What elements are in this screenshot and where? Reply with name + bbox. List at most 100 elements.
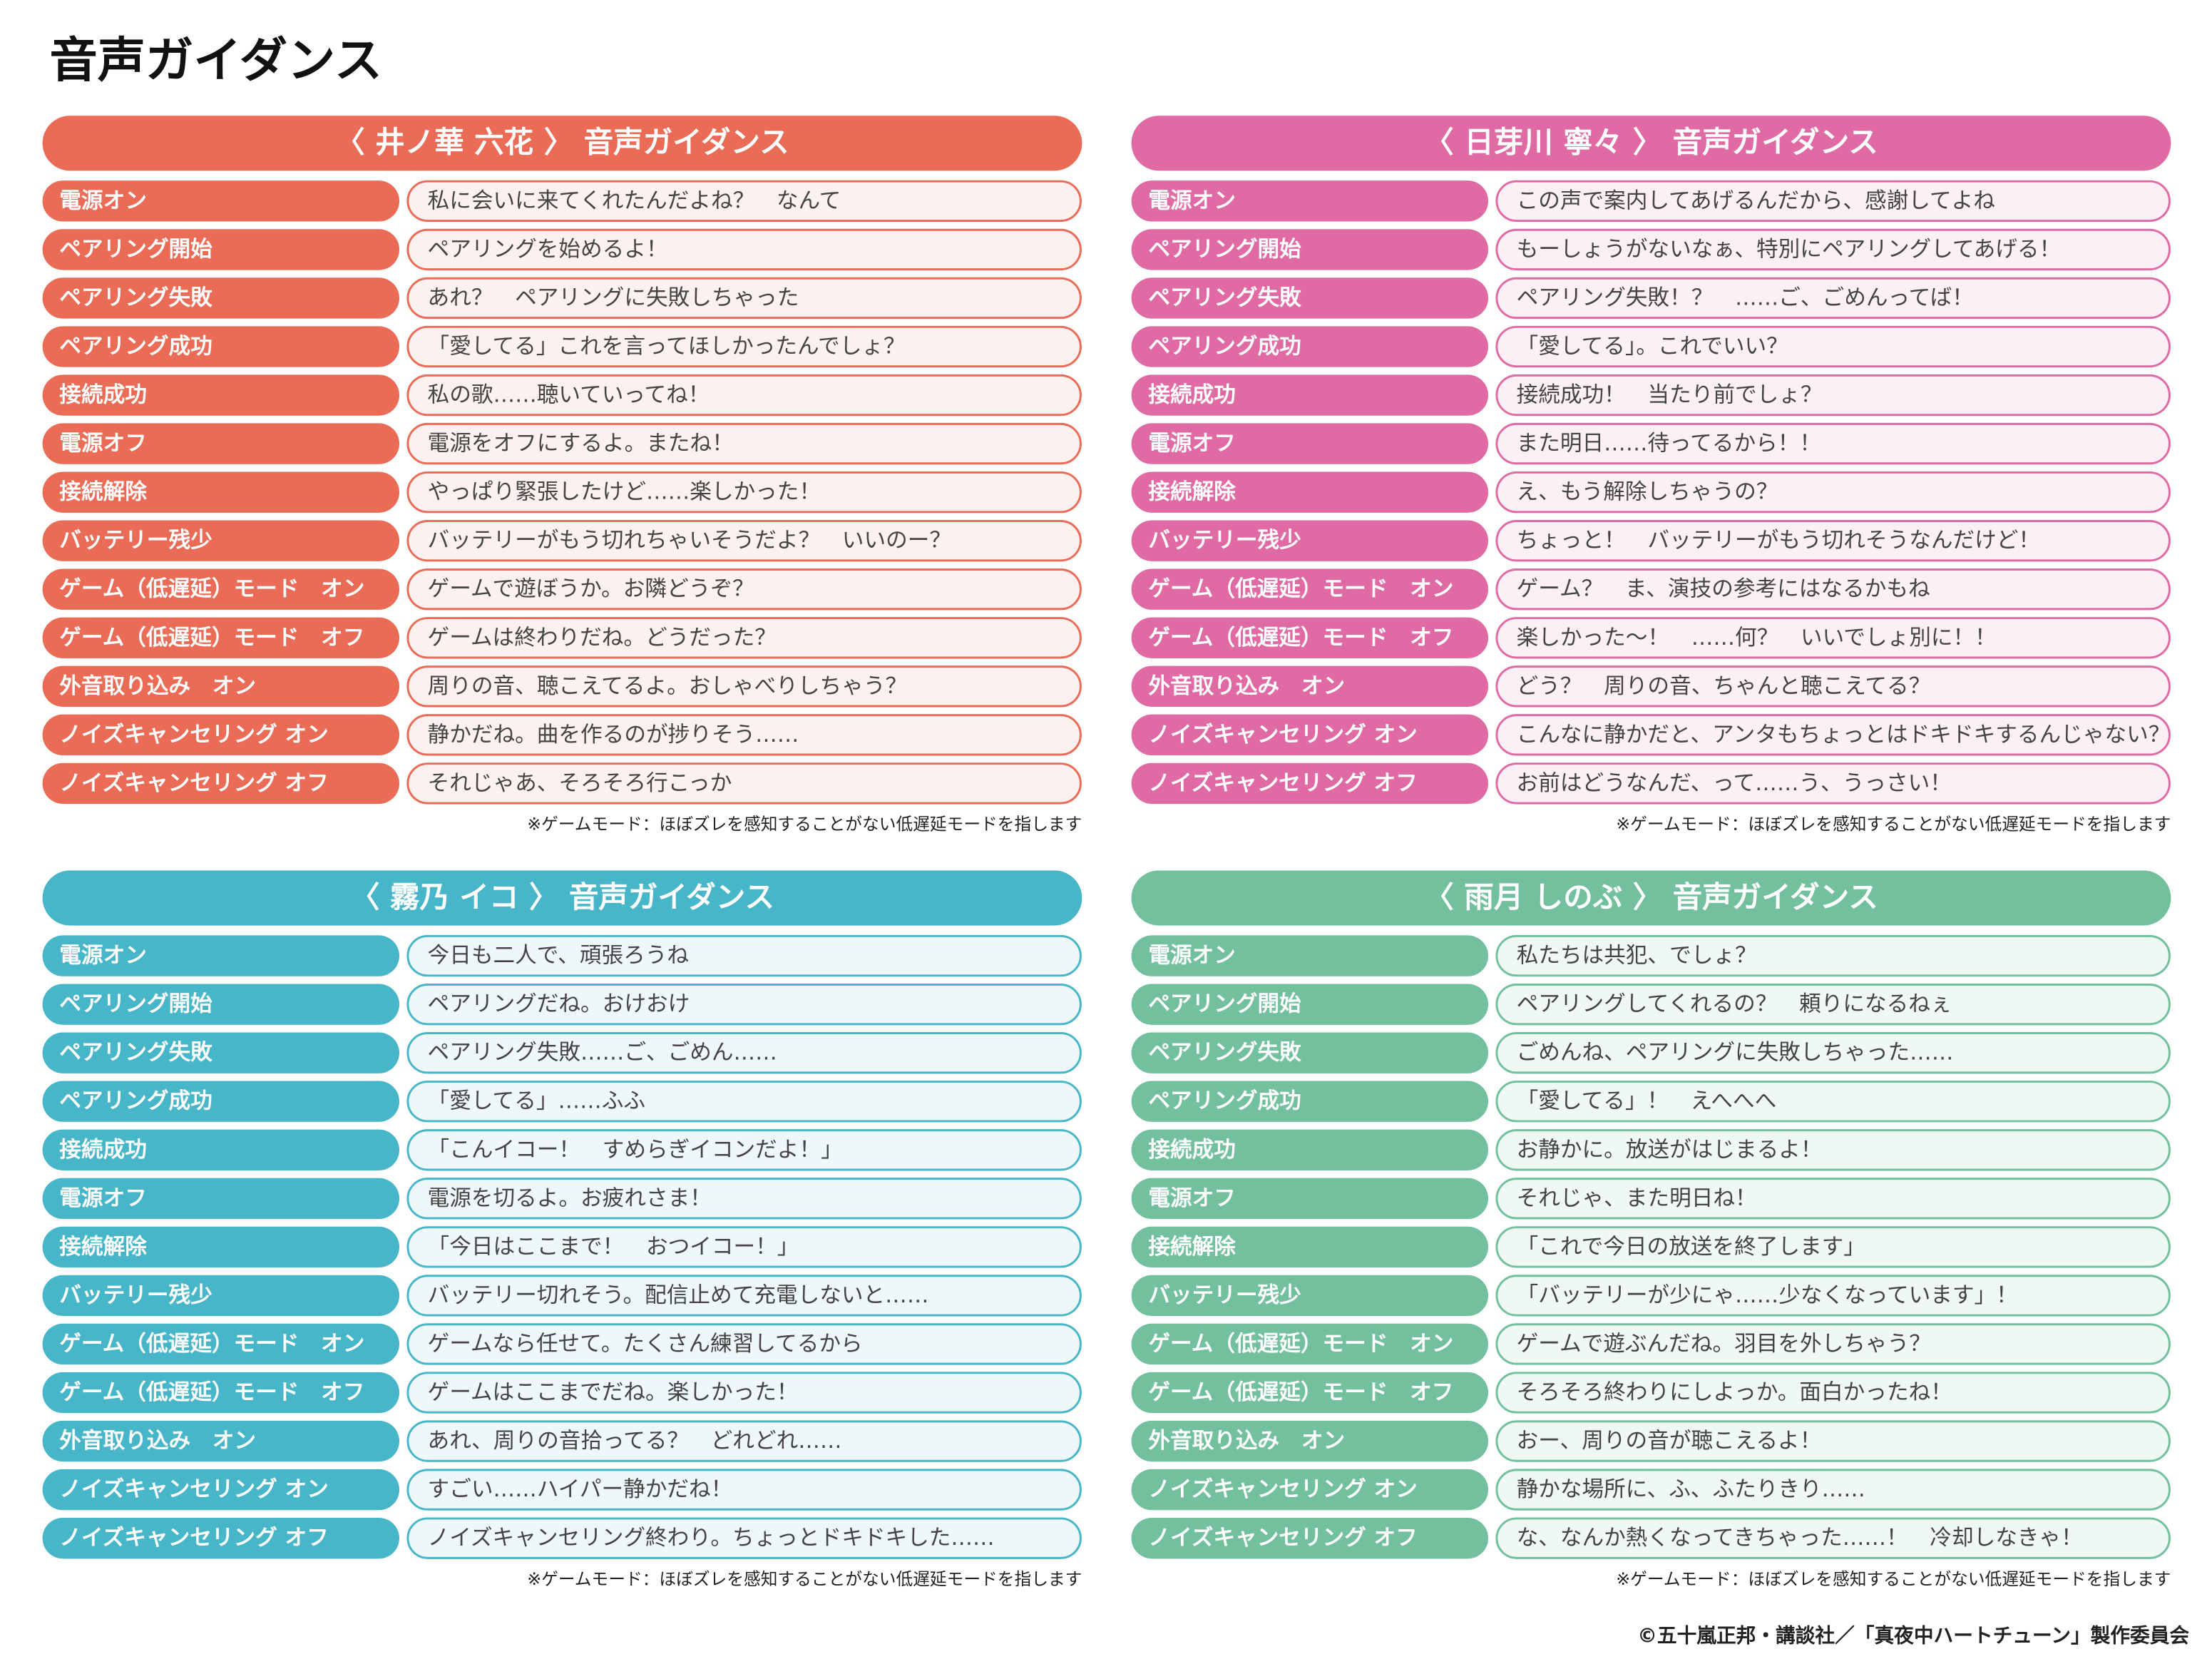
row-label: 接続成功 [59,383,147,408]
row-text: 静かだね。曲を作るのが捗りそう…… [428,723,799,747]
label-box [1131,1178,1489,1220]
text-box [406,422,1082,465]
row-label: ペアリング成功 [59,334,212,359]
row-label: ノイズキャンセリング オン [59,1476,328,1502]
label-box [42,1275,400,1317]
text-box [406,471,1082,514]
label-box [1131,520,1489,561]
row-text: 私に会いに来てくれたんだよね？ なんて [428,188,841,213]
row-text: 「愛してる」。これでいい？ [1517,334,1788,359]
label-box [1131,1420,1489,1462]
text-box [1495,1129,2171,1171]
row-text: あれ？ ペアリングに失敗しちゃった [428,285,799,310]
row-text: ゲームは終わりだね。どうだった？ [428,626,777,650]
row-text: 私たちは共犯、でしょ？ [1517,944,1757,969]
text-box [1495,471,2171,514]
label-box [42,471,400,513]
text-box [406,1129,1082,1171]
row-label: ペアリング成功 [59,1089,212,1114]
row-label: ノイズキャンセリング オフ [1148,770,1417,796]
label-box [1131,984,1489,1025]
row-text: 電源を切るよ。お疲れさま！ [428,1186,712,1211]
row-label: バッテリー残少 [59,1283,212,1308]
row-text: お静かに。放送がはじまるよ！ [1517,1138,1823,1163]
row-text: お前はどうなんだ、って……う、うっさい！ [1517,771,1952,796]
text-box [406,665,1082,708]
label-box [42,1323,400,1365]
row-label: 外音取り込み オン [1148,674,1345,699]
row-label: ノイズキャンセリング オン [1148,722,1417,747]
text-box [406,325,1082,368]
text-box [406,180,1082,223]
row-label: ノイズキャンセリング オフ [59,770,328,796]
text-box [406,568,1082,611]
text-box [1495,519,2171,562]
row-text: ごめんね、ペアリングに失敗しちゃった…… [1517,1041,1954,1066]
row-label: ゲーム（低遅延）モード オフ [59,1380,364,1405]
label-box [42,1032,400,1073]
text-box [406,228,1082,271]
row-text: ノイズキャンセリング終わり。ちょっとドキドキした…… [428,1526,995,1551]
label-box [1131,568,1489,610]
text-box [406,1323,1082,1365]
text-box [406,374,1082,417]
row-label: ノイズキャンセリング オフ [1148,1525,1417,1551]
row-text: バッテリー切れそう。配信止めて充電しないと…… [428,1283,929,1308]
label-box [1131,1372,1489,1414]
text-box [1495,228,2171,271]
row-label: 電源オン [59,944,147,969]
panel-title: 〈 雨月 しのぶ 〉 音声ガイダンス [1424,879,1878,914]
row-label: 電源オン [1148,188,1236,213]
row-label: ペアリング開始 [1148,237,1301,262]
label-box [1131,1226,1489,1268]
label-box [1131,471,1489,513]
panel-header [1131,870,2171,926]
row-text: おー、周りの音が聴こえるよ！ [1517,1429,1822,1454]
text-box [406,983,1082,1026]
text-box [1495,934,2171,977]
row-label: ペアリング失敗 [59,285,213,310]
label-box [42,1081,400,1122]
row-label: 接続成功 [59,1138,147,1163]
row-label: ゲーム（低遅延）モード オン [1148,1332,1453,1357]
text-box [1495,665,2171,708]
row-label: ペアリング開始 [59,992,213,1017]
text-box [406,1178,1082,1220]
panel-note: ※ゲームモード：ほぼズレを感知することがない低遅延モードを指します [527,815,1082,834]
row-text: すごい……ハイパー静かだね！ [428,1477,733,1502]
label-box [42,180,400,222]
label-box [42,568,400,610]
row-label: バッテリー残少 [1148,1283,1301,1308]
row-text: どう？ 周りの音、ちゃんと聴こえてる？ [1517,674,1931,699]
text-box [1495,1226,2171,1268]
label-box [1131,762,1489,805]
label-box [1131,374,1489,416]
row-text: 接続成功！ 当たり前でしょ？ [1517,383,1823,408]
label-box [42,762,400,805]
row-text: 「今日はここまで！ おつイコー！」 [428,1235,799,1260]
text-box [406,762,1082,805]
row-text: 「こんイコー！ すめらぎイコンだよ！」 [428,1138,843,1163]
text-box [1495,422,2171,465]
row-label: 接続解除 [59,479,147,505]
row-text: この声で案内してあげるんだから、感謝してよね [1517,188,1995,213]
label-box [42,277,400,319]
row-label: 電源オフ [59,432,147,456]
text-box [406,1032,1082,1074]
label-box [42,714,400,756]
row-text: 周りの音、聴こえてるよ。おしゃべりしちゃう？ [428,674,908,699]
text-box [1495,1517,2171,1559]
row-label: 接続成功 [1148,1138,1236,1163]
row-label: バッテリー残少 [1148,529,1301,553]
row-label: 外音取り込み オン [59,674,256,699]
label-box [1131,1469,1489,1511]
row-label: ノイズキャンセリング オフ [59,1525,328,1551]
label-box [42,1178,400,1220]
panel-header [42,870,1082,926]
row-text: え、もう解除しちゃうの？ [1517,480,1778,505]
label-box [1131,180,1489,222]
label-box [1131,423,1489,464]
text-box [406,1372,1082,1414]
text-box [1495,617,2171,659]
